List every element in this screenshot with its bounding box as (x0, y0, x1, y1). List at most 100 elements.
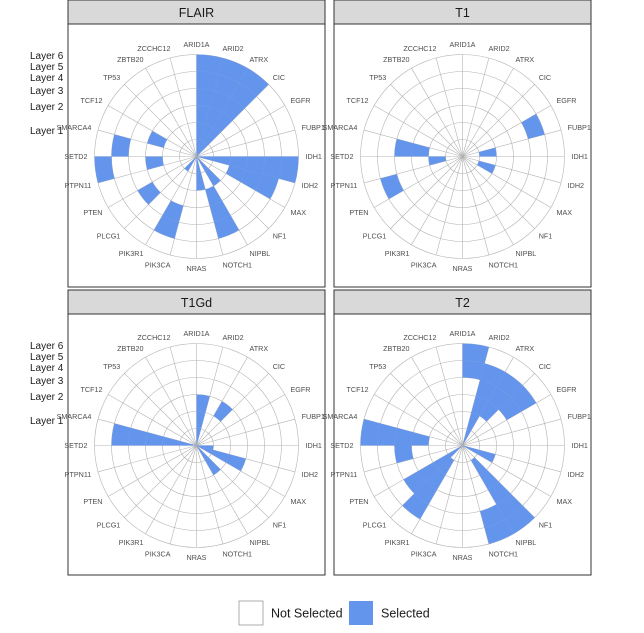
legend-key-not-selected (238, 600, 264, 626)
gene-label-pik3ca: PIK3CA (145, 549, 171, 558)
wedge-idh1-layer-6 (278, 156, 299, 183)
gene-label-idh2: IDH2 (302, 181, 318, 190)
wedge-idh2-layer-2 (477, 160, 496, 174)
gene-label-setd2: SETD2 (64, 152, 87, 161)
gene-label-max: MAX (556, 497, 572, 506)
wedge-pik3ca-layer-5 (154, 215, 179, 239)
gene-labels-t1gd: ARID1A ARID2 ATRX CIC EGFR FUBP1 IDH1 IDH2 MAX NF… (57, 329, 325, 562)
wedge-cic-layer-4 (498, 397, 522, 420)
gene-label-ptpn11: PTPN11 (65, 470, 92, 479)
wedge-arid2-layer-4 (475, 379, 497, 402)
wedge-nf1-layer-3 (479, 469, 499, 490)
wedge-setd2-layer-1 (179, 441, 197, 446)
wedge-arid1a-layer-2 (196, 411, 206, 430)
gene-label-nf1: NF1 (539, 231, 553, 240)
wedge-nf1-layer-4 (488, 481, 511, 505)
panel-t1: T1 ARID1A ARID2 ATRX CIC EGFR FUBP1 IDH1 IDH2 MAX… (323, 0, 592, 288)
gene-label-fubp1: FUBP1 (568, 412, 591, 421)
wedge-idh1-layer-2 (212, 156, 231, 166)
wedge-nipbl-layer-5 (480, 504, 505, 528)
gene-label-idh2: IDH2 (568, 470, 584, 479)
gene-label-nras: NRAS (453, 264, 473, 273)
gene-label-zcchc12: ZCCHC12 (403, 333, 436, 342)
gene-label-ptpn11: PTPN11 (331, 470, 358, 479)
gene-label-tp53: TP53 (103, 73, 120, 82)
gene-label-notch1: NOTCH1 (222, 260, 252, 269)
wedge-notch1-layer-2 (196, 172, 206, 191)
layer-label-2: Layer 2 (30, 392, 64, 403)
gene-label-nf1: NF1 (539, 520, 553, 529)
gene-label-idh2: IDH2 (302, 470, 318, 479)
layer-label-4: Layer 4 (30, 73, 64, 84)
wedge-setd2-layer-3 (411, 432, 430, 446)
wedge-idh1-layer-4 (245, 156, 265, 175)
gene-label-arid2: ARID2 (488, 44, 509, 53)
wedge-plcg1-layer-2 (433, 454, 451, 470)
gene-label-fubp1: FUBP1 (302, 412, 325, 421)
wedge-arid1a-layer-6 (196, 54, 223, 75)
gene-label-zcchc12: ZCCHC12 (403, 44, 436, 53)
wedge-arid2-layer-1 (196, 140, 205, 157)
wedge-setd2-layer-5 (377, 423, 397, 446)
panel-strip-t2 (333, 289, 592, 315)
wedge-ptpn11-layer-6 (94, 156, 115, 183)
wedge-pik3r1-layer-1 (184, 156, 197, 172)
wedge-nipbl-layer-3 (205, 185, 222, 206)
wedge-arid1a-layer-5 (462, 360, 485, 380)
gene-label-pik3r1: PIK3R1 (119, 538, 144, 547)
panel-title-t2: T2 (455, 296, 470, 310)
gene-label-plcg1: PLCG1 (97, 231, 121, 240)
wedge-atrx-layer-1 (196, 141, 209, 157)
gene-label-idh1: IDH1 (572, 152, 588, 161)
wedge-arid1a-layer-1 (196, 428, 201, 446)
gene-label-pten: PTEN (83, 497, 102, 506)
layer-label-5: Layer 5 (30, 352, 64, 363)
panel-flair: FLAIR ARID1A ARID2 ATRX CIC EGFR FUBP1 IDH1 IDH2… (57, 0, 326, 288)
grid-ring (94, 343, 299, 548)
panel-strip-flair (67, 0, 326, 25)
wedge-idh2-layer-3 (225, 454, 246, 471)
gene-label-egfr: EGFR (556, 385, 576, 394)
gene-label-pten: PTEN (83, 208, 102, 217)
layer-label-4: Layer 4 (30, 363, 64, 374)
gene-label-ptpn11: PTPN11 (331, 181, 358, 190)
wedge-setd2-layer-4 (394, 138, 414, 157)
gene-label-fubp1: FUBP1 (568, 123, 591, 132)
wedge-nf1-layer-1 (196, 445, 209, 461)
layer-label-3: Layer 3 (30, 376, 64, 387)
gene-labels-t2: ARID1A ARID2 ATRX CIC EGFR FUBP1 IDH1 IDH2 MAX NF… (323, 329, 591, 562)
wedge-atrx-layer-4 (222, 97, 245, 121)
selected-wedges-t1 (380, 114, 545, 199)
wedge-nipbl-layer-4 (209, 200, 231, 223)
gene-label-zbtb20: ZBTB20 (383, 55, 409, 64)
polar-grid-t1 (360, 54, 565, 259)
gene-label-nf1: NF1 (273, 520, 287, 529)
gene-label-arid2: ARID2 (222, 333, 243, 342)
gene-label-pik3r1: PIK3R1 (119, 249, 144, 258)
wedge-setd2-layer-2 (162, 436, 181, 446)
gene-label-plcg1: PLCG1 (363, 231, 387, 240)
wedge-atrx-layer-3 (213, 112, 233, 133)
wedge-idh1-layer-3 (229, 156, 248, 170)
grid-ring (445, 428, 480, 463)
gene-label-smarca4: SMARCA4 (57, 123, 92, 132)
gene-label-zcchc12: ZCCHC12 (137, 333, 170, 342)
panel-title-t1gd: T1Gd (181, 296, 212, 310)
wedge-atrx-layer-6 (239, 68, 269, 97)
wedge-arid2-layer-2 (200, 123, 214, 142)
wedge-arid1a-layer-3 (196, 105, 210, 124)
wedge-nipbl-layer-5 (214, 215, 239, 239)
wedge-nf1-layer-5 (496, 493, 523, 520)
gene-label-smarca4: SMARCA4 (323, 123, 358, 132)
wedge-idh1-layer-1 (196, 445, 214, 450)
wedge-setd2-layer-4 (128, 427, 148, 446)
wedge-nf1-layer-2 (471, 457, 487, 475)
wedge-setd2-layer-3 (411, 143, 430, 157)
gene-label-arid1a: ARID1A (184, 40, 210, 49)
gene-label-egfr: EGFR (290, 385, 310, 394)
gene-label-arid2: ARID2 (222, 44, 243, 53)
wedge-arid1a-layer-4 (196, 88, 215, 108)
gene-label-idh2: IDH2 (568, 181, 584, 190)
wedge-arid2-layer-1 (462, 429, 471, 446)
